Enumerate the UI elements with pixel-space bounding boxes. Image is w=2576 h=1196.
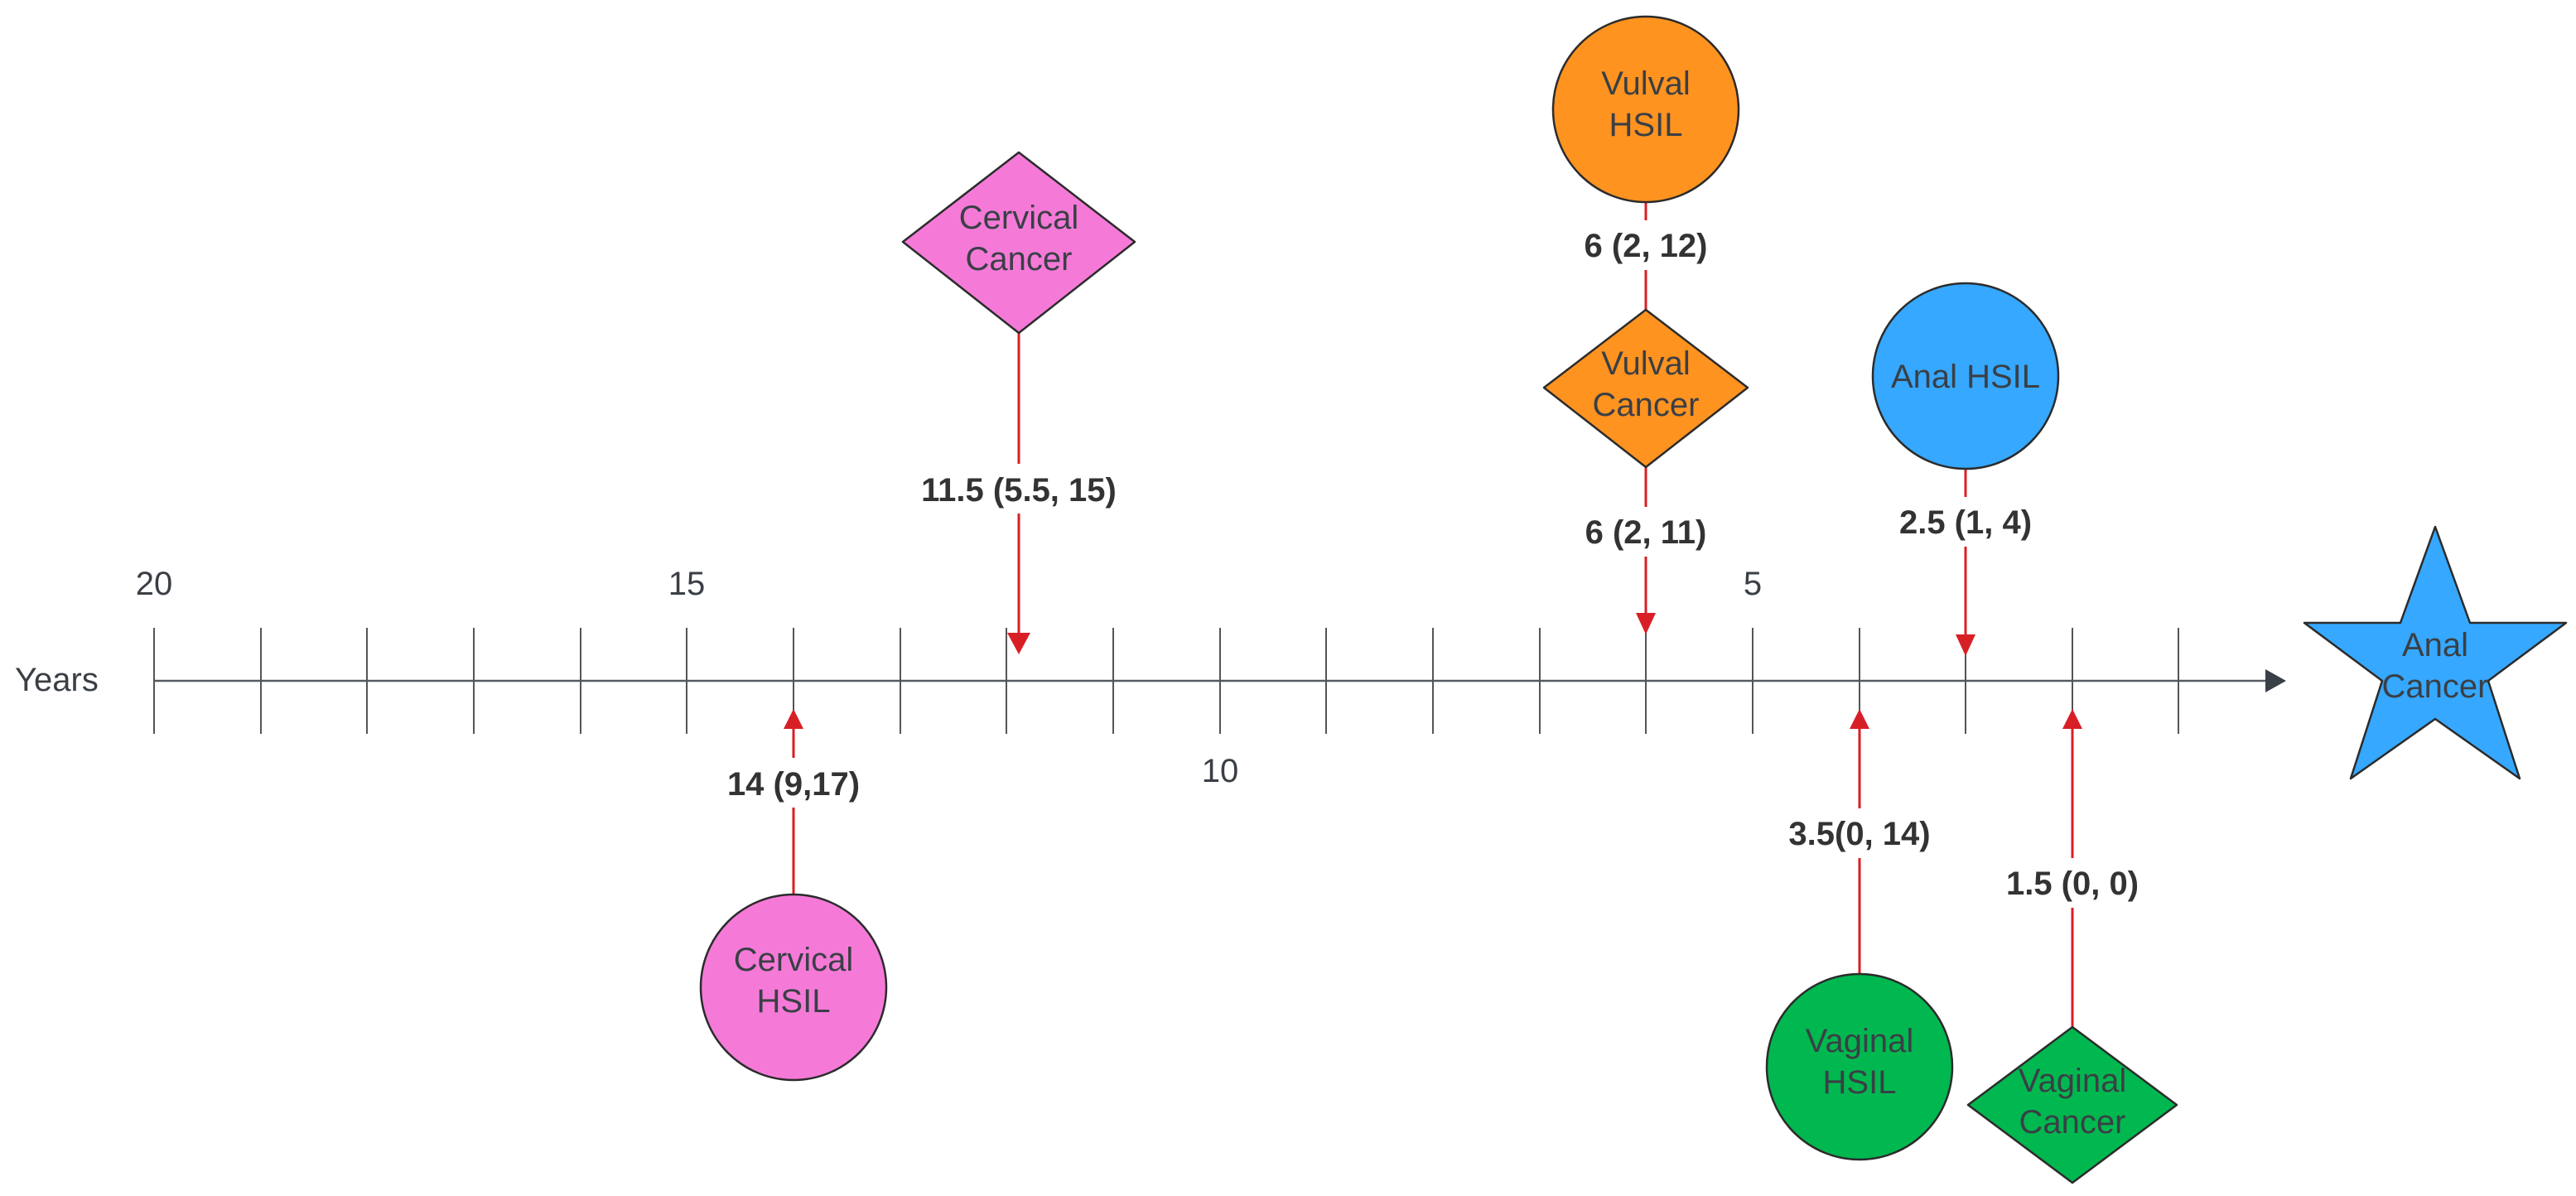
anal-cancer-node	[2303, 525, 2568, 780]
anal-cancer-label-1: Anal	[2402, 627, 2468, 663]
arrowhead	[1850, 709, 1869, 729]
arrowhead	[1007, 633, 1030, 654]
label-backdrop	[1779, 808, 1940, 858]
cervical-hsil-node	[699, 893, 888, 1082]
anal-cancer-label-2: Cancer	[2382, 668, 2489, 705]
vaginal-cancer-interval: 1.5 (0, 0)	[2006, 866, 2139, 902]
vulval-hsil-interval: 6 (2, 12)	[1585, 228, 1708, 264]
cervical-cancer-interval: 11.5 (5.5, 15)	[921, 472, 1117, 509]
label-backdrop	[903, 464, 1135, 514]
axis-label: Years	[15, 662, 99, 698]
cervical-hsil-interval: 14 (9,17)	[727, 766, 860, 803]
arrowhead	[1956, 634, 1975, 656]
arrowhead	[1636, 613, 1656, 634]
cervical-cancer-label-2: Cancer	[966, 241, 1073, 277]
vaginal-hsil-interval: 3.5(0, 14)	[1788, 816, 1930, 852]
arrowhead	[2062, 709, 2082, 729]
cervical-cancer-node	[901, 151, 1136, 335]
tick-label-5: 5	[1744, 566, 1762, 602]
vulval-cancer-interval: 6 (2, 11)	[1585, 514, 1707, 551]
label-backdrop	[1889, 497, 2043, 547]
vaginal-cancer-label-2: Cancer	[2019, 1104, 2126, 1141]
vulval-hsil-node	[1551, 15, 1740, 204]
label-backdrop	[1565, 220, 1726, 270]
cervical-hsil-label-1: Cervical	[734, 942, 853, 978]
vulval-cancer-label-1: Vulval	[1601, 345, 1690, 382]
tick-label-10: 10	[1202, 753, 1239, 789]
tick-label-15: 15	[668, 566, 706, 602]
axis-arrowhead	[2265, 669, 2286, 692]
label-backdrop	[1565, 507, 1726, 557]
label-backdrop	[1988, 858, 2157, 908]
axis-ticks	[153, 628, 2179, 734]
cervical-cancer-label-1: Cervical	[959, 200, 1078, 236]
vulval-cancer-label-2: Cancer	[1593, 387, 1700, 423]
vaginal-hsil-node	[1765, 972, 1954, 1161]
vaginal-cancer-label-1: Vaginal	[2019, 1063, 2126, 1099]
cervical-hsil-label-2: HSIL	[757, 983, 831, 1020]
vulval-hsil-label-2: HSIL	[1609, 107, 1683, 143]
arrowhead	[784, 709, 803, 729]
vaginal-cancer-node	[1966, 1025, 2178, 1184]
vaginal-hsil-label-2: HSIL	[1823, 1064, 1897, 1101]
vaginal-hsil-label-1: Vaginal	[1806, 1023, 1913, 1059]
tick-label-20: 20	[136, 566, 173, 602]
anal-hsil-label: Anal HSIL	[1891, 359, 2040, 395]
anal-hsil-interval: 2.5 (1, 4)	[1899, 504, 2032, 541]
vulval-hsil-label-1: Vulval	[1601, 65, 1690, 102]
label-backdrop	[712, 758, 875, 808]
anal-hsil-node	[1871, 282, 2060, 470]
vulval-cancer-node	[1542, 308, 1749, 469]
